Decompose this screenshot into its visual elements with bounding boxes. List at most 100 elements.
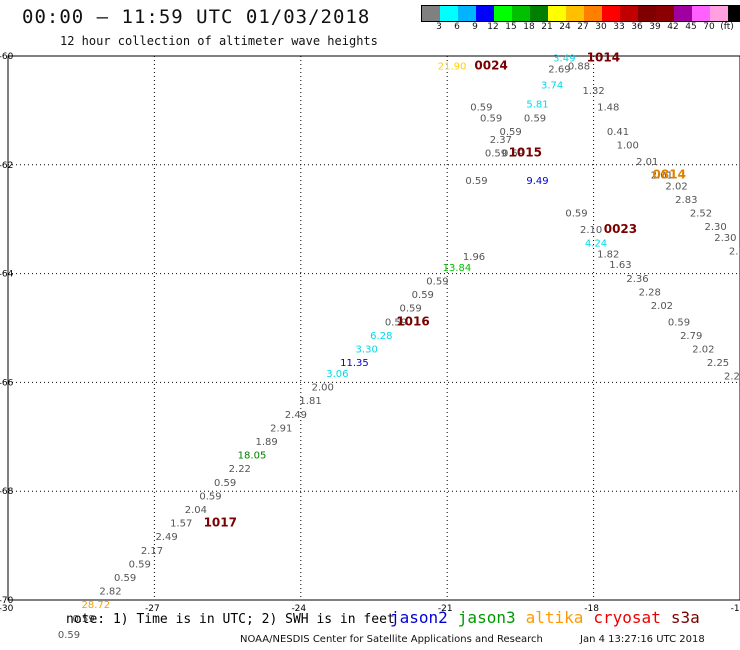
- colorbar-swatch: [728, 6, 740, 21]
- colorbar-tick-label: 12: [487, 22, 499, 32]
- x-tick-label: -18: [584, 604, 599, 614]
- colorbar-swatch: [584, 6, 602, 21]
- wave-height-value: 0.59: [199, 491, 221, 502]
- colorbar-tick-label: 24: [559, 22, 571, 32]
- wave-height-value: 1.82: [597, 249, 619, 260]
- x-tick-label: -27: [145, 604, 160, 614]
- wave-height-value: 2.83: [675, 195, 697, 206]
- wave-height-value: 2.22: [724, 372, 740, 383]
- colorbar-swatch: [548, 6, 566, 21]
- colorbar-swatch: [620, 6, 638, 21]
- wave-height-value: 3.06: [326, 369, 348, 380]
- colorbar-tick-label: 36: [631, 22, 643, 32]
- colorbar-tick-label: 39: [649, 22, 661, 32]
- wave-height-points: 21.903.492.690.883.74 1.325.81 1.480.590.5…: [58, 53, 740, 641]
- wave-height-value: 0.59: [385, 317, 407, 328]
- colorbar-tick-label: 18: [523, 22, 535, 32]
- colorbar-swatch: [530, 6, 548, 21]
- colorbar-swatch: [692, 6, 710, 21]
- page-subtitle: 12 hour collection of altimeter wave hei…: [60, 34, 378, 48]
- wave-height-value: 1.57: [170, 519, 192, 530]
- colorbar-tick-label: 27: [577, 22, 589, 32]
- map-grid: [7, 55, 740, 601]
- wave-height-value: 2.19: [729, 247, 740, 258]
- colorbar-tick-label: (ft): [720, 22, 734, 32]
- wave-height-value: 3.74: [541, 81, 563, 92]
- wave-height-value: 0.59: [426, 276, 448, 287]
- wave-height-value: 21.90: [438, 62, 467, 73]
- wave-height-value: 1.32: [582, 86, 604, 97]
- wave-height-value: 2.36: [626, 274, 648, 285]
- wave-height-value: 0.59: [129, 559, 151, 570]
- colorbar-swatch: [710, 6, 728, 21]
- colorbar-swatch: [494, 6, 512, 21]
- corner-tick-label: -30: [0, 604, 14, 614]
- wave-height-value: 2.79: [680, 331, 702, 342]
- wave-height-value: 13.84: [443, 263, 472, 274]
- wave-height-value: 2.17: [141, 546, 163, 557]
- wave-height-value: 1.81: [299, 396, 321, 407]
- colorbar-swatch: [476, 6, 494, 21]
- pass-time-label: 0024: [474, 59, 507, 73]
- pass-time-labels: 0024 1014 1015 0814 0023 1016 1017: [204, 50, 686, 529]
- colorbar-tick-label: 6: [454, 22, 460, 32]
- wave-height-value: 2.82: [99, 587, 121, 598]
- wave-height-value: 0.59: [412, 290, 434, 301]
- wave-height-value: 0.59: [73, 614, 95, 625]
- wave-height-value: 0.59: [524, 113, 546, 124]
- x-tick-label: -21: [438, 604, 453, 614]
- wave-height-value: 2.22: [229, 464, 251, 475]
- pass-time-label: 0023: [604, 222, 637, 236]
- colorbar-swatch: [602, 6, 620, 21]
- wave-height-value: 2.37: [490, 135, 512, 146]
- wave-height-value: 6.28: [370, 331, 392, 342]
- colorbar-tick-label: 3: [436, 22, 442, 32]
- colorbar-tick-label: 9: [472, 22, 478, 32]
- wave-height-value: 0.59: [668, 317, 690, 328]
- wave-height-value: 11.35: [340, 358, 369, 369]
- wave-height-value: 2.02: [651, 301, 673, 312]
- wave-height-value: 2.25: [707, 358, 729, 369]
- wave-height-value: 0.59: [500, 127, 522, 138]
- legend-item-jason2: jason2: [390, 608, 448, 627]
- colorbar-swatch: [656, 6, 674, 21]
- wave-height-value: 1.63: [609, 260, 631, 271]
- wave-height-value: 0.59: [485, 149, 507, 160]
- colorbar: [421, 5, 740, 22]
- colorbar-swatch: [440, 6, 458, 21]
- wave-height-value: 2.30: [714, 233, 736, 244]
- wave-height-value: 2.91: [270, 423, 292, 434]
- wave-height-value: 2.04: [185, 505, 207, 516]
- colorbar-swatch: [566, 6, 584, 21]
- wave-height-value: 0.59: [399, 304, 421, 315]
- pass-time-label: 1017: [204, 516, 237, 530]
- wave-height-value: 0.41: [607, 127, 629, 138]
- wave-height-value: 1.48: [597, 102, 619, 113]
- wave-height-value: 2.49: [285, 410, 307, 421]
- y-tick-label: -66: [0, 378, 14, 388]
- wave-height-value: 2.28: [639, 287, 661, 298]
- colorbar-swatch: [458, 6, 476, 21]
- map-frame: [7, 55, 740, 601]
- wave-height-value: 2.52: [690, 208, 712, 219]
- x-tick-label: -15: [731, 604, 740, 614]
- colorbar-swatch: [674, 6, 692, 21]
- wave-height-value: 2.49: [155, 532, 177, 543]
- y-tick-label: -70: [0, 596, 14, 606]
- wave-height-value: 18.05: [238, 451, 267, 462]
- legend-item-altika: altika: [525, 608, 584, 627]
- legend-item-jason3: jason3: [457, 608, 516, 627]
- page-title: 00:00 – 11:59 UTC 01/03/2018: [22, 6, 371, 28]
- wave-height-value: 2.10: [580, 225, 602, 236]
- pass-time-label: 1015: [509, 146, 542, 160]
- colorbar-swatch: [512, 6, 530, 21]
- note-text: note: 1) Time is in UTC; 2) SWH is in fe…: [66, 612, 395, 627]
- legend-item-cryosat: cryosat: [593, 608, 661, 627]
- colorbar-tick-label: 30: [595, 22, 607, 32]
- wave-height-value: 28.72: [82, 600, 111, 611]
- y-tick-label: -62: [0, 161, 13, 171]
- wave-height-value: 4.24: [585, 238, 607, 249]
- wave-height-value: 0.59: [214, 478, 236, 489]
- wave-height-value: 5.81: [526, 100, 548, 111]
